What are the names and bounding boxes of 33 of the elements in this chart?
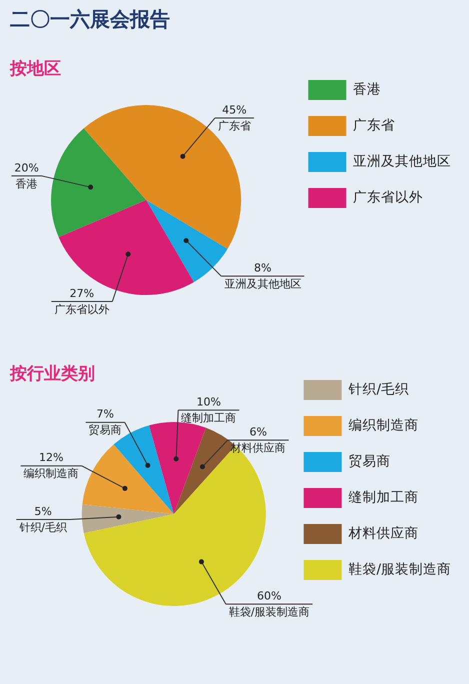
- chart-subtitle: 按地区: [10, 58, 61, 80]
- slice-label: 亚洲及其他地区: [224, 278, 302, 291]
- legend-label: 香港: [353, 82, 381, 98]
- chart-subtitle: 按行业类别: [10, 363, 95, 385]
- legend-label: 针织/毛织: [347, 382, 410, 398]
- data-label: 10%: [196, 395, 221, 408]
- data-label: 5%: [34, 504, 52, 518]
- slice-label: 广东省: [218, 119, 251, 132]
- chart-title: 二〇一六展会报告: [10, 6, 170, 32]
- legend-label: 贸易商: [348, 454, 390, 470]
- slice-label: 针织/毛织: [18, 520, 67, 534]
- data-label: 6%: [250, 425, 267, 438]
- legend-label: 广东省: [353, 118, 395, 134]
- legend-label: 材料供应商: [347, 526, 418, 542]
- legend-label: 亚洲及其他地区: [353, 154, 451, 170]
- legend-label: 缝制加工商: [348, 490, 418, 506]
- data-label: 20%: [14, 161, 39, 174]
- slice-label: 编织制造商: [24, 467, 79, 480]
- slice-label: 香港: [16, 177, 38, 190]
- slice-label: 广东省以外: [54, 302, 110, 316]
- legend-label: 广东省以外: [353, 190, 423, 206]
- slice-label: 鞋袋/服装制造商: [228, 605, 310, 618]
- data-label: 45%: [222, 103, 247, 116]
- data-label: 60%: [256, 589, 282, 602]
- data-label: 27%: [70, 286, 94, 300]
- slice-label: 材料供应商: [230, 441, 286, 454]
- legend-label: 编织制造商: [348, 418, 418, 434]
- slice-label: 贸易商: [88, 424, 122, 437]
- legend-label: 鞋袋/服装制造商: [348, 562, 452, 578]
- data-label: 12%: [38, 451, 64, 464]
- slice-label: 缝制加工商: [181, 411, 236, 424]
- data-label: 8%: [254, 262, 272, 275]
- data-label: 7%: [96, 408, 114, 421]
